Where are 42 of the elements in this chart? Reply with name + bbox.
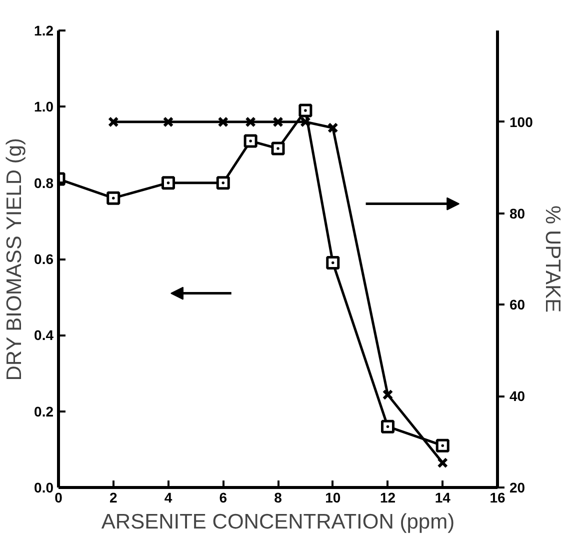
y-tick-label: 1.0 bbox=[34, 98, 54, 115]
point bbox=[437, 457, 448, 468]
x-tick-label: 2 bbox=[109, 490, 118, 506]
point bbox=[218, 116, 229, 128]
x-tick-label: 8 bbox=[274, 490, 282, 506]
point bbox=[271, 142, 285, 156]
x-tick-label: 10 bbox=[325, 490, 341, 506]
y-tick-label: 0.2 bbox=[34, 403, 54, 420]
point bbox=[108, 116, 119, 128]
point bbox=[382, 389, 394, 400]
point bbox=[272, 116, 284, 128]
y2-tick-label: 100 bbox=[510, 114, 534, 130]
x-tick-label: 12 bbox=[380, 490, 396, 506]
point bbox=[298, 104, 312, 118]
point bbox=[381, 420, 394, 434]
y-tick-label: 0.6 bbox=[34, 251, 54, 267]
point bbox=[216, 176, 230, 190]
x-tick-label: 14 bbox=[434, 490, 451, 506]
y2-tick-label: 80 bbox=[510, 205, 526, 222]
point bbox=[245, 116, 256, 128]
point bbox=[162, 176, 175, 190]
y-tick-label: 1.2 bbox=[34, 22, 54, 38]
point bbox=[106, 191, 120, 205]
y-tick-label: 0.4 bbox=[34, 327, 54, 344]
point bbox=[300, 116, 311, 128]
point bbox=[436, 438, 450, 452]
y2-tick-label: 20 bbox=[510, 480, 526, 496]
point bbox=[162, 116, 174, 128]
x-tick-label: 0 bbox=[54, 490, 63, 506]
point bbox=[244, 134, 258, 148]
y2-tick-label: 40 bbox=[510, 388, 526, 404]
point bbox=[327, 122, 338, 134]
y2-axis-title: % UPTAKE bbox=[540, 206, 564, 312]
y-tick-label: 0.0 bbox=[34, 480, 54, 496]
x-tick-label: 6 bbox=[219, 490, 228, 506]
point bbox=[326, 256, 340, 270]
x-axis-title: ARSENITE CONCENTRATION (ppm) bbox=[101, 510, 455, 534]
x-tick-label: 4 bbox=[164, 490, 172, 506]
y2-tick-label: 60 bbox=[510, 296, 526, 313]
x-tick-label: 16 bbox=[490, 490, 506, 506]
y-tick-label: 0.8 bbox=[34, 174, 54, 191]
y-axis-title: DRY BIOMASS YIELD (g) bbox=[3, 138, 26, 381]
